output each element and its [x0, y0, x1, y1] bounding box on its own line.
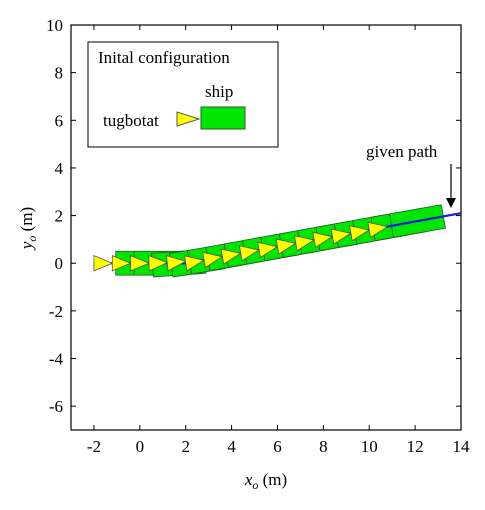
legend: Inital configuration ship tugbotat: [87, 41, 279, 148]
y-label-unit: (m): [17, 207, 36, 236]
y-tick-label: 4: [55, 159, 64, 178]
tugboat: [130, 255, 151, 272]
y-tick-label: -4: [49, 350, 64, 369]
x-label-sub: o: [252, 478, 258, 492]
tugboat: [294, 235, 315, 252]
legend-box: [87, 41, 279, 148]
y-tick-label: 8: [55, 64, 64, 83]
annotation-arrowhead: [446, 198, 456, 208]
x-tick-label: 0: [136, 437, 145, 456]
y-label-var: y: [17, 241, 36, 251]
tugboat: [93, 255, 114, 272]
tugboat: [312, 231, 334, 249]
y-label-sub: o: [25, 236, 39, 242]
tugboat: [166, 255, 187, 272]
x-tick-label: 4: [227, 437, 236, 456]
legend-tug-icon: [176, 111, 201, 127]
legend-tug-label: tugbotat: [103, 111, 159, 130]
x-tick-label: 6: [273, 437, 282, 456]
plot-area: [93, 204, 462, 278]
y-tick-label: 10: [46, 16, 63, 35]
x-tick-label: 14: [453, 437, 471, 456]
x-label-unit: (m): [258, 470, 287, 489]
tugboat: [184, 255, 205, 272]
legend-ship-icon: [200, 106, 246, 130]
tugboat: [220, 248, 242, 265]
tugboat: [257, 241, 279, 259]
tugboat: [349, 225, 370, 242]
y-tick-label: -2: [49, 302, 63, 321]
axes-box: [70, 24, 462, 431]
y-tick-label: 0: [55, 254, 64, 273]
legend-title: Inital configuration: [98, 48, 230, 67]
x-tick-label: 2: [181, 437, 190, 456]
x-tick-label: 10: [361, 437, 378, 456]
x-tick-label: -2: [87, 437, 101, 456]
tugboat: [148, 255, 169, 272]
y-axis-label: yo (m): [17, 207, 39, 251]
x-label-var: x: [244, 470, 253, 489]
y-tick-label: -6: [49, 397, 63, 416]
tugboat: [330, 228, 352, 245]
x-tick-label: 8: [319, 437, 328, 456]
tugboat: [275, 238, 297, 255]
x-tick-label: 12: [407, 437, 424, 456]
y-tick-label: 6: [55, 111, 64, 130]
tugboat: [367, 221, 389, 239]
tugboat: [202, 251, 224, 269]
annotation: given path: [366, 142, 438, 161]
y-tick-label: 2: [55, 207, 64, 226]
tugboat: [238, 245, 260, 262]
legend-ship-label: ship: [205, 82, 233, 101]
x-axis-label: xo (m): [244, 470, 287, 492]
tugboat: [111, 255, 132, 272]
